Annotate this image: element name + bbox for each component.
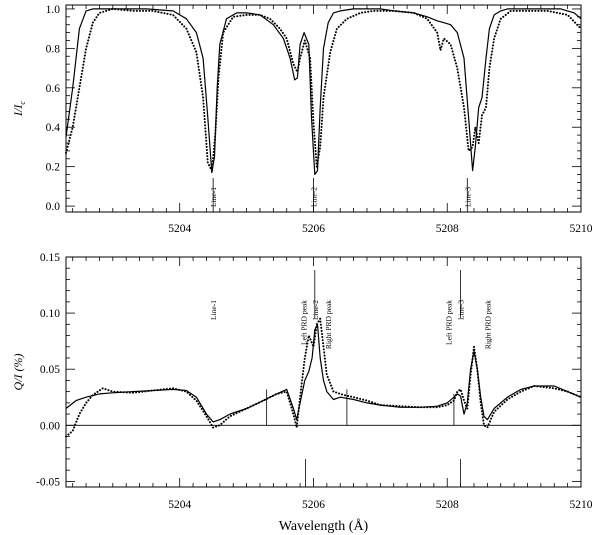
x-axis-label: Wavelength (Å) [279,518,369,534]
plot-frame [65,4,582,213]
model-series-line [65,8,582,176]
x-tick-label: 5208 [436,499,459,511]
line-annotation: Right PRD peak [483,300,492,349]
y-tick-label: 0.00 [40,420,60,432]
intensity-panel: 5204 5206 5208 5210 0.0 0.2 0.4 0.6 0.8 1.0 I/Ic Li… [11,4,593,235]
line-annotation: Left PRD peak [299,300,308,345]
x-tick-label: 5210 [570,223,593,235]
x-tick-label: 5206 [302,499,325,511]
line-annotation: Line-1 [209,187,218,207]
y-tick-label: 0.2 [46,162,61,174]
line-annotation: Line-2 [311,300,320,320]
y-axis-label: Q/I (%) [11,354,25,391]
line-annotation: Left PRD peak [445,300,454,345]
y-tick-label: 0.6 [46,83,61,95]
y-tick-label: 0.05 [40,364,60,376]
y-tick-label: 0.0 [46,201,61,213]
x-tick-label: 5208 [436,223,459,235]
y-tick-label: 0.15 [40,252,60,264]
x-tick-label: 5204 [168,499,191,511]
y-tick-label: 0.10 [40,308,60,320]
x-tick-label: 5204 [168,223,191,235]
line-annotation: Line-3 [457,300,466,320]
observed-series-line [65,7,582,172]
y-tick-label: 0.4 [46,122,61,134]
y-tick-label: -0.05 [36,476,60,488]
x-tick-label: 5206 [302,223,325,235]
y-axis-label-main: Q/I (%) [11,354,25,391]
line-annotation: Line-2 [309,187,318,207]
y-tick-label: 0.8 [46,43,61,55]
x-tick-label: 5210 [570,499,593,511]
plot-frame [65,256,582,488]
line-annotation: Line-1 [209,300,218,320]
y-axis-label-main: I/I [11,104,25,117]
line-annotation: Line-3 [463,187,472,207]
line-annotation: Right PRD peak [324,300,333,349]
observed-series-line [65,317,582,438]
polarization-panel: 5204 5206 5208 5210 -0.05 0.00 0.05 0.10 0.15 Q/I… [11,252,593,534]
y-axis-label: I/Ic [11,101,27,117]
y-tick-label: 1.0 [46,4,61,16]
y-axis-label-subscript: c [18,101,27,105]
